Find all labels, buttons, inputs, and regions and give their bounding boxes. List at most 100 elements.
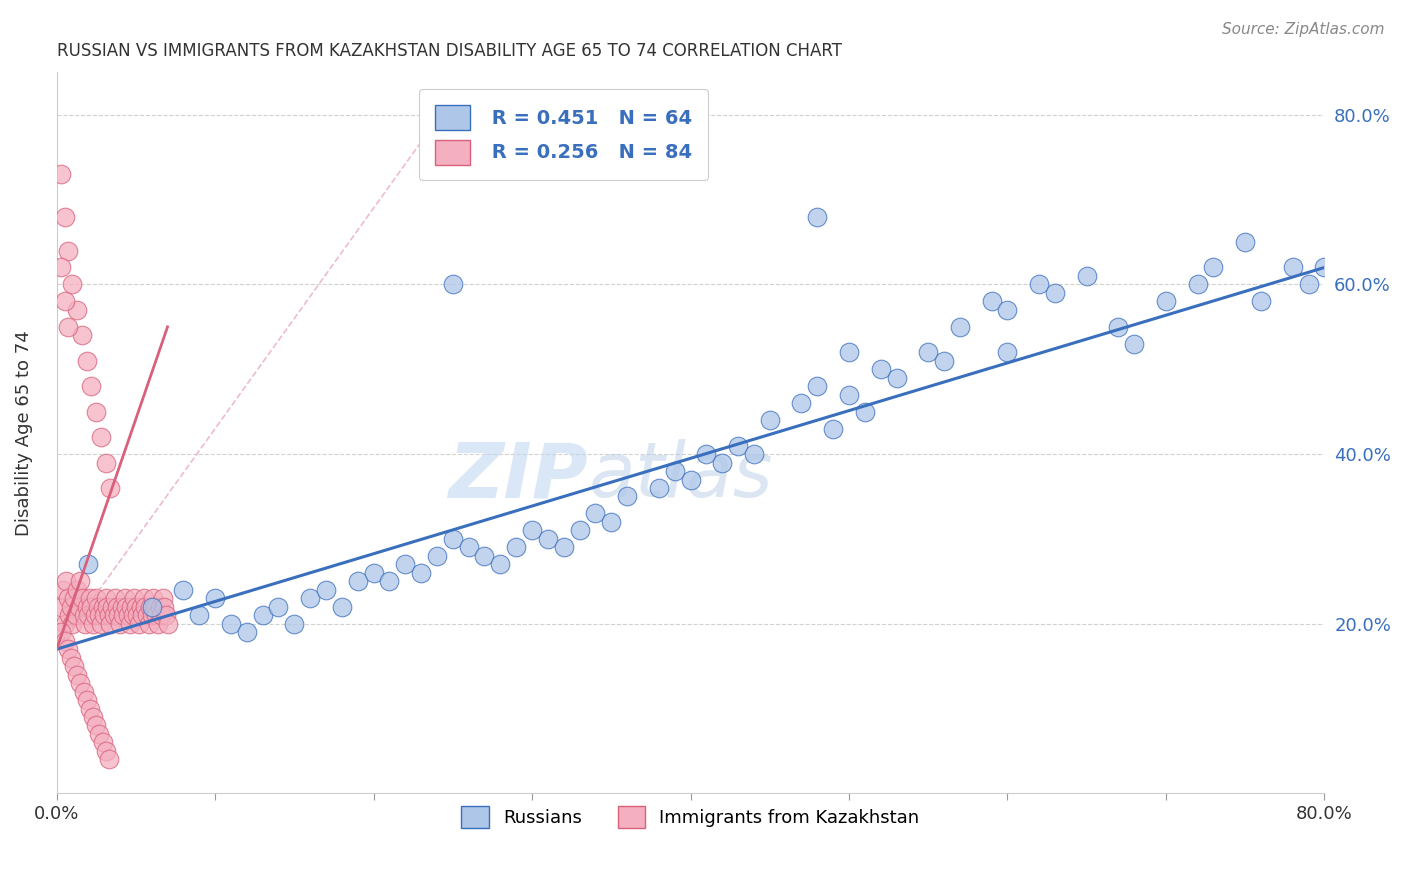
Point — [67, 599, 90, 614]
Point — [1281, 260, 1303, 275]
Point — [853, 405, 876, 419]
Point — [104, 591, 127, 606]
Point — [1123, 336, 1146, 351]
Point — [441, 277, 464, 292]
Point — [1250, 294, 1272, 309]
Point — [695, 447, 717, 461]
Point — [141, 608, 163, 623]
Point — [489, 558, 512, 572]
Point — [125, 599, 148, 614]
Point — [664, 464, 686, 478]
Point — [56, 244, 79, 258]
Point — [100, 616, 122, 631]
Point — [1187, 277, 1209, 292]
Point — [806, 210, 828, 224]
Point — [204, 591, 226, 606]
Point — [426, 549, 449, 563]
Point — [90, 616, 112, 631]
Point — [69, 574, 91, 589]
Point — [93, 608, 115, 623]
Point — [886, 370, 908, 384]
Point — [869, 362, 891, 376]
Point — [53, 294, 76, 309]
Point — [120, 599, 142, 614]
Point — [679, 473, 702, 487]
Point — [69, 676, 91, 690]
Point — [87, 599, 110, 614]
Point — [267, 599, 290, 614]
Point — [1043, 285, 1066, 300]
Point — [89, 727, 111, 741]
Point — [474, 549, 496, 563]
Point — [100, 481, 122, 495]
Point — [1076, 268, 1098, 283]
Point — [1234, 235, 1257, 249]
Point — [105, 599, 128, 614]
Point — [1154, 294, 1177, 309]
Point — [56, 591, 79, 606]
Point — [66, 302, 89, 317]
Point — [97, 608, 120, 623]
Point — [114, 591, 136, 606]
Point — [72, 608, 94, 623]
Point — [62, 616, 84, 631]
Point — [90, 430, 112, 444]
Text: atlas: atlas — [589, 439, 773, 513]
Point — [980, 294, 1002, 309]
Point — [65, 608, 87, 623]
Point — [51, 167, 73, 181]
Point — [153, 599, 176, 614]
Point — [252, 608, 274, 623]
Point — [457, 541, 479, 555]
Point — [134, 599, 156, 614]
Point — [76, 353, 98, 368]
Point — [411, 566, 433, 580]
Point — [378, 574, 401, 589]
Point — [727, 439, 749, 453]
Point — [83, 608, 105, 623]
Point — [219, 616, 242, 631]
Point — [141, 599, 163, 614]
Point — [82, 710, 104, 724]
Point — [107, 608, 129, 623]
Point — [128, 616, 150, 631]
Point — [63, 659, 86, 673]
Point — [51, 260, 73, 275]
Point — [53, 210, 76, 224]
Point — [56, 642, 79, 657]
Point — [997, 302, 1019, 317]
Point — [53, 616, 76, 631]
Point — [96, 599, 118, 614]
Point — [600, 515, 623, 529]
Point — [1028, 277, 1050, 292]
Point — [77, 558, 100, 572]
Point — [142, 591, 165, 606]
Point — [553, 541, 575, 555]
Point — [89, 608, 111, 623]
Point — [59, 599, 82, 614]
Point — [520, 524, 543, 538]
Point — [76, 599, 98, 614]
Point — [155, 608, 177, 623]
Point — [55, 574, 77, 589]
Point — [63, 591, 86, 606]
Point — [949, 319, 972, 334]
Point — [59, 650, 82, 665]
Point — [66, 582, 89, 597]
Point — [121, 608, 143, 623]
Point — [94, 744, 117, 758]
Legend: Russians, Immigrants from Kazakhstan: Russians, Immigrants from Kazakhstan — [454, 798, 927, 835]
Point — [77, 608, 100, 623]
Point — [917, 345, 939, 359]
Point — [94, 456, 117, 470]
Point — [115, 599, 138, 614]
Point — [932, 353, 955, 368]
Point — [616, 490, 638, 504]
Text: RUSSIAN VS IMMIGRANTS FROM KAZAKHSTAN DISABILITY AGE 65 TO 74 CORRELATION CHART: RUSSIAN VS IMMIGRANTS FROM KAZAKHSTAN DI… — [56, 42, 842, 60]
Point — [122, 591, 145, 606]
Point — [136, 608, 159, 623]
Point — [117, 608, 139, 623]
Point — [70, 328, 93, 343]
Point — [441, 532, 464, 546]
Point — [127, 608, 149, 623]
